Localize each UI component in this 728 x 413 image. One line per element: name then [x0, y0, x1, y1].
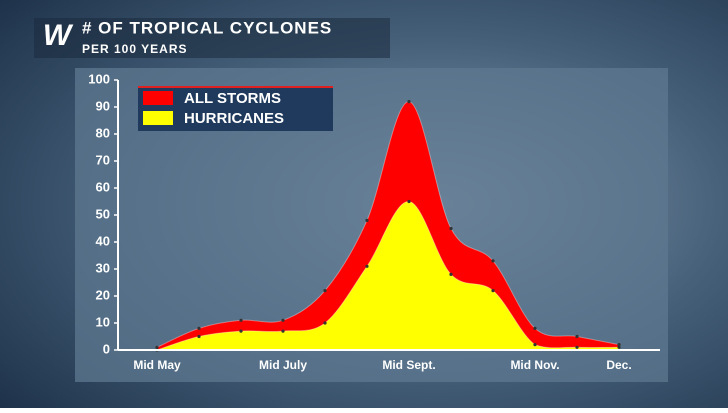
- data-point: [575, 334, 579, 339]
- y-tick-label: 40: [96, 233, 110, 248]
- data-point: [407, 199, 411, 204]
- data-point: [365, 218, 369, 222]
- y-tick-label: 30: [96, 260, 110, 275]
- data-point: [491, 259, 495, 263]
- y-tick-label: 50: [96, 206, 110, 221]
- plot: 0 10 20 30 40 50 60 70 80 90 100 Mid May Mid July Mid…: [88, 71, 660, 372]
- data-point: [281, 318, 285, 322]
- legend-swatch: [143, 91, 173, 105]
- data-point: [533, 343, 537, 347]
- data-point: [323, 321, 327, 325]
- data-point: [239, 329, 243, 333]
- data-point: [449, 272, 453, 276]
- y-tick-label: 60: [96, 179, 110, 194]
- x-tick-label: Mid Sept.: [382, 358, 435, 372]
- y-tick-label: 90: [96, 98, 110, 113]
- data-point: [617, 343, 621, 347]
- y-tick-label: 80: [96, 125, 110, 140]
- data-point: [281, 329, 285, 333]
- chart-title: # OF TROPICAL CYCLONES: [82, 18, 332, 37]
- data-point: [197, 334, 201, 339]
- area: [157, 201, 619, 350]
- data-point: [617, 345, 621, 349]
- data-point: [575, 345, 579, 349]
- data-point: [155, 345, 159, 349]
- area: [157, 101, 619, 351]
- y-tick-label: 10: [96, 314, 110, 329]
- y-tick-label: 0: [103, 341, 110, 356]
- title-bar: [34, 18, 390, 58]
- data-point: [239, 318, 243, 322]
- logo: W: [43, 19, 74, 52]
- data-point: [491, 289, 495, 293]
- x-tick-label: Mid Nov.: [510, 358, 559, 372]
- data-point: [407, 100, 411, 104]
- legend: ALL STORMS HURRICANES: [143, 90, 284, 127]
- x-tick-label: Dec.: [606, 358, 631, 372]
- legend-label: HURRICANES: [184, 110, 284, 127]
- y-tick-label: 100: [88, 71, 110, 86]
- data-point: [323, 289, 327, 293]
- y-tick-label: 70: [96, 152, 110, 167]
- x-tick-label: Mid July: [259, 358, 307, 372]
- y-tick-label: 20: [96, 287, 110, 302]
- data-point: [533, 326, 537, 330]
- legend-label: ALL STORMS: [184, 90, 281, 107]
- data-point: [365, 264, 369, 268]
- legend-swatch: [143, 111, 173, 125]
- chart-subtitle: PER 100 YEARS: [82, 42, 188, 56]
- data-point: [197, 326, 201, 330]
- x-tick-label: Mid May: [133, 358, 181, 372]
- data-point: [449, 226, 453, 231]
